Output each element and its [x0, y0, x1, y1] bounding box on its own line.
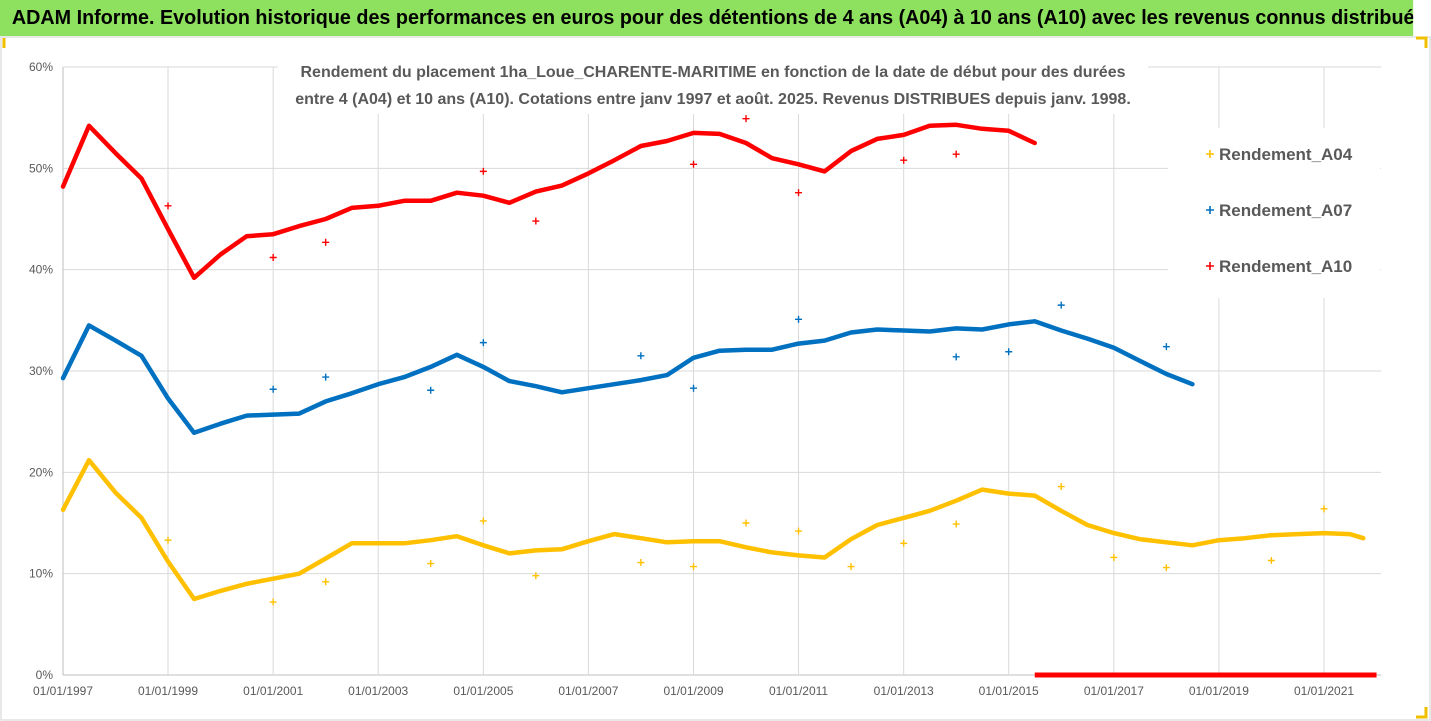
y-tick-label: 40% [29, 263, 53, 277]
data-point-Rendement_A04 [742, 519, 750, 527]
legend-marker [1206, 150, 1214, 158]
data-point-Rendement_A07 [427, 386, 435, 394]
data-point-Rendement_A10 [269, 254, 277, 262]
data-point-Rendement_A04 [900, 539, 908, 547]
x-tick-label: 01/01/2003 [348, 684, 408, 698]
data-point-Rendement_A04 [532, 572, 540, 580]
legend-marker [1206, 262, 1214, 270]
data-point-Rendement_A04 [322, 578, 330, 586]
chart-subtitle: entre 4 (A04) et 10 ans (A10). Cotations… [295, 91, 1131, 108]
data-point-Rendement_A07 [269, 385, 277, 393]
data-point-Rendement_A07 [795, 315, 803, 323]
data-point-Rendement_A07 [690, 384, 698, 392]
data-point-Rendement_A04 [427, 560, 435, 568]
x-tick-label: 01/01/1999 [138, 684, 198, 698]
data-point-Rendement_A04 [795, 527, 803, 535]
legend-box [1168, 128, 1380, 298]
x-tick-label: 01/01/2015 [979, 684, 1039, 698]
y-tick-label: 50% [29, 161, 53, 175]
data-point-Rendement_A10 [742, 115, 750, 123]
data-point-Rendement_A10 [690, 160, 698, 168]
y-tick-label: 60% [29, 60, 53, 74]
data-point-Rendement_A04 [1267, 556, 1275, 564]
legend-marker [1206, 206, 1214, 214]
legend: Rendement_A04 Rendement_A07 Rendement_A10 [1206, 145, 1353, 276]
corner-mark-top-right [1416, 36, 1428, 48]
legend-label: Rendement_A07 [1219, 201, 1352, 220]
x-tick-label: 01/01/2001 [243, 684, 303, 698]
series-line-Rendement_A07 [60, 319, 1195, 436]
x-tick-label: 01/01/2021 [1294, 684, 1354, 698]
legend-item-Rendement_A04: Rendement_A04 [1206, 145, 1353, 164]
series-layer [60, 115, 1377, 678]
y-tick-label: 20% [29, 465, 53, 479]
x-tick-label: 01/01/2007 [558, 684, 618, 698]
data-point-Rendement_A10 [164, 202, 172, 210]
data-point-Rendement_A04 [690, 563, 698, 571]
data-point-Rendement_A10 [900, 156, 908, 164]
x-tick-label: 01/01/2013 [874, 684, 934, 698]
data-point-Rendement_A07 [479, 339, 487, 347]
data-point-Rendement_A04 [269, 598, 277, 606]
data-point-Rendement_A10 [322, 238, 330, 246]
y-tick-label: 10% [29, 567, 53, 581]
legend-label: Rendement_A04 [1219, 145, 1353, 164]
x-tick-label: 01/01/2017 [1084, 684, 1144, 698]
data-point-Rendement_A04 [1320, 505, 1328, 513]
series-Rendement_A04 [60, 457, 1366, 606]
x-tick-label: 01/01/1997 [33, 684, 93, 698]
legend-item-Rendement_A10: Rendement_A10 [1206, 257, 1352, 276]
data-point-Rendement_A04 [1162, 564, 1170, 572]
chart-banner-title: ADAM Informe. Evolution historique des p… [0, 0, 1414, 36]
data-point-Rendement_A07 [637, 352, 645, 360]
data-point-Rendement_A04 [1057, 483, 1065, 491]
series-line-Rendement_A04 [60, 457, 1366, 602]
corner-mark-bottom-right [1416, 707, 1428, 719]
chart-title: Rendement du placement 1ha_Loue_CHARENTE… [301, 64, 1126, 81]
data-point-Rendement_A07 [322, 373, 330, 381]
data-point-Rendement_A04 [952, 520, 960, 528]
legend-item-Rendement_A07: Rendement_A07 [1206, 201, 1352, 220]
data-point-Rendement_A07 [1162, 343, 1170, 351]
x-tick-label: 01/01/2009 [663, 684, 723, 698]
data-point-Rendement_A07 [1005, 348, 1013, 356]
data-point-Rendement_A10 [532, 217, 540, 225]
data-point-Rendement_A04 [847, 563, 855, 571]
data-point-Rendement_A10 [479, 167, 487, 175]
gridlines [62, 66, 1381, 676]
data-point-Rendement_A04 [1110, 553, 1118, 561]
data-point-Rendement_A04 [637, 559, 645, 567]
x-tick-label: 01/01/2005 [453, 684, 513, 698]
y-tick-label: 0% [36, 668, 54, 682]
data-point-Rendement_A07 [1057, 301, 1065, 309]
data-point-Rendement_A07 [952, 353, 960, 361]
data-point-Rendement_A10 [952, 150, 960, 158]
chart-title-box [278, 52, 1148, 114]
series-line-Rendement_A10 [60, 122, 1037, 281]
data-point-Rendement_A04 [164, 536, 172, 544]
series-Rendement_A07 [60, 301, 1195, 436]
series-Rendement_A10 [60, 115, 1377, 678]
x-axis-ticks: 01/01/1997 01/01/1999 01/01/2001 01/01/2003… [33, 684, 1354, 698]
x-tick-label: 01/01/2011 [769, 684, 828, 698]
y-axis-ticks: 0% 10% 20% 30% 40% 50% 60% [29, 60, 53, 682]
x-tick-label: 01/01/2019 [1189, 684, 1249, 698]
data-point-Rendement_A04 [479, 517, 487, 525]
y-tick-label: 30% [29, 364, 53, 378]
data-point-Rendement_A10 [795, 189, 803, 197]
legend-label: Rendement_A10 [1219, 257, 1352, 276]
